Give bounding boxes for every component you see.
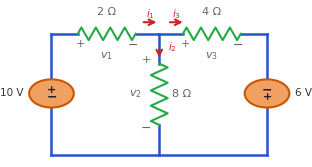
Text: −: −: [233, 39, 243, 52]
Text: +: +: [142, 55, 151, 65]
Text: −: −: [46, 91, 57, 104]
Text: −: −: [141, 122, 151, 135]
Text: $v_3$: $v_3$: [205, 50, 218, 62]
Text: −: −: [128, 39, 138, 52]
Text: $i_1$: $i_1$: [146, 7, 154, 21]
Text: $v_2$: $v_2$: [129, 88, 142, 100]
Text: 6 V: 6 V: [295, 89, 312, 98]
Circle shape: [245, 79, 289, 108]
Text: $i_2$: $i_2$: [168, 40, 177, 54]
Text: 2 Ω: 2 Ω: [97, 7, 116, 17]
Text: $i_3$: $i_3$: [172, 7, 181, 21]
Text: 4 Ω: 4 Ω: [202, 7, 222, 17]
Text: +: +: [76, 39, 85, 49]
Text: $v_1$: $v_1$: [100, 50, 113, 62]
Text: +: +: [181, 39, 190, 49]
Text: +: +: [47, 85, 56, 95]
Text: 10 V: 10 V: [0, 89, 24, 98]
Text: +: +: [262, 92, 272, 102]
Text: 8 Ω: 8 Ω: [173, 89, 192, 99]
Text: −: −: [262, 83, 272, 96]
Circle shape: [29, 79, 74, 108]
